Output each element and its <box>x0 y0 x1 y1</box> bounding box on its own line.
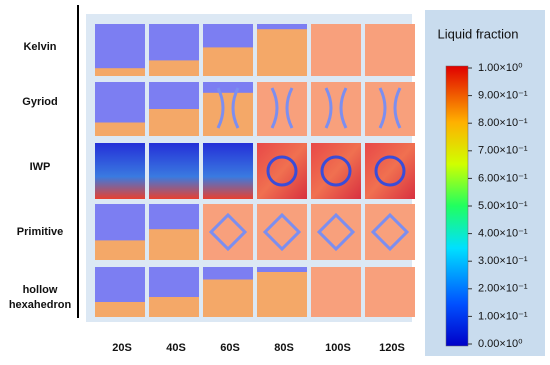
colorbar-tick-label: 0.00×10⁰ <box>478 338 523 350</box>
cell-liquid <box>257 29 307 76</box>
cell-liquid <box>95 240 145 260</box>
cell-liquid <box>203 279 253 317</box>
column-label: 60S <box>220 342 240 354</box>
colorbar-tick-label: 6.00×10⁻¹ <box>478 172 528 184</box>
cell <box>203 143 253 199</box>
colorbar-tick-label: 1.00×10⁻¹ <box>478 310 528 322</box>
cell-liquid <box>203 47 253 76</box>
cell-detail <box>374 155 406 187</box>
cell-liquid <box>95 302 145 317</box>
column-label: 20S <box>112 342 132 354</box>
cell-liquid <box>311 24 361 76</box>
colorbar-tick-label: 9.00×10⁻¹ <box>478 90 528 102</box>
row-label: Gyriod <box>22 96 57 108</box>
cell-detail <box>378 87 402 129</box>
row-label: Primitive <box>17 226 63 238</box>
cell <box>311 143 361 199</box>
colorbar-tick-label: 3.00×10⁻¹ <box>478 255 528 267</box>
colorbar-title: Liquid fraction <box>438 26 519 41</box>
cell-liquid <box>149 60 199 76</box>
column-label: 100S <box>325 342 351 354</box>
cell-detail <box>208 212 248 252</box>
colorbar-tick-label: 4.00×10⁻¹ <box>478 228 528 240</box>
cell-detail <box>266 155 298 187</box>
colorbar-tick-label: 1.00×10⁰ <box>478 62 523 74</box>
cell-detail <box>270 87 294 129</box>
row-label: Kelvin <box>23 41 56 53</box>
cell-liquid <box>311 267 361 317</box>
cell <box>95 24 145 76</box>
cell <box>149 143 199 199</box>
colorbar <box>445 65 469 347</box>
cell-liquid <box>365 24 415 76</box>
cell-liquid <box>257 272 307 317</box>
cell-detail <box>262 212 302 252</box>
cell-liquid <box>365 267 415 317</box>
cell-liquid <box>149 229 199 260</box>
column-label: 80S <box>274 342 294 354</box>
colorbar-background <box>425 10 545 356</box>
column-label: 120S <box>379 342 405 354</box>
cell-liquid <box>95 122 145 136</box>
cell-detail <box>370 212 410 252</box>
cell-liquid <box>365 82 415 136</box>
cell <box>365 143 415 199</box>
cell-detail <box>320 155 352 187</box>
cell-liquid <box>149 297 199 317</box>
row-label: IWP <box>30 161 51 173</box>
colorbar-tick-label: 2.00×10⁻¹ <box>478 283 528 295</box>
cell-liquid <box>203 92 253 136</box>
cell-detail <box>216 87 240 129</box>
cell-liquid <box>311 82 361 136</box>
colorbar-tick-label: 7.00×10⁻¹ <box>478 145 528 157</box>
row-label: hollow hexahedron <box>9 284 72 311</box>
column-label: 40S <box>166 342 186 354</box>
colorbar-tick-label: 5.00×10⁻¹ <box>478 200 528 212</box>
cell <box>257 143 307 199</box>
colorbar-tick-label: 8.00×10⁻¹ <box>478 117 528 129</box>
cell-liquid <box>149 109 199 136</box>
cell-detail <box>316 212 356 252</box>
cell-liquid <box>257 82 307 136</box>
cell <box>95 143 145 199</box>
cell-detail <box>324 87 348 129</box>
cell-liquid <box>95 68 145 76</box>
